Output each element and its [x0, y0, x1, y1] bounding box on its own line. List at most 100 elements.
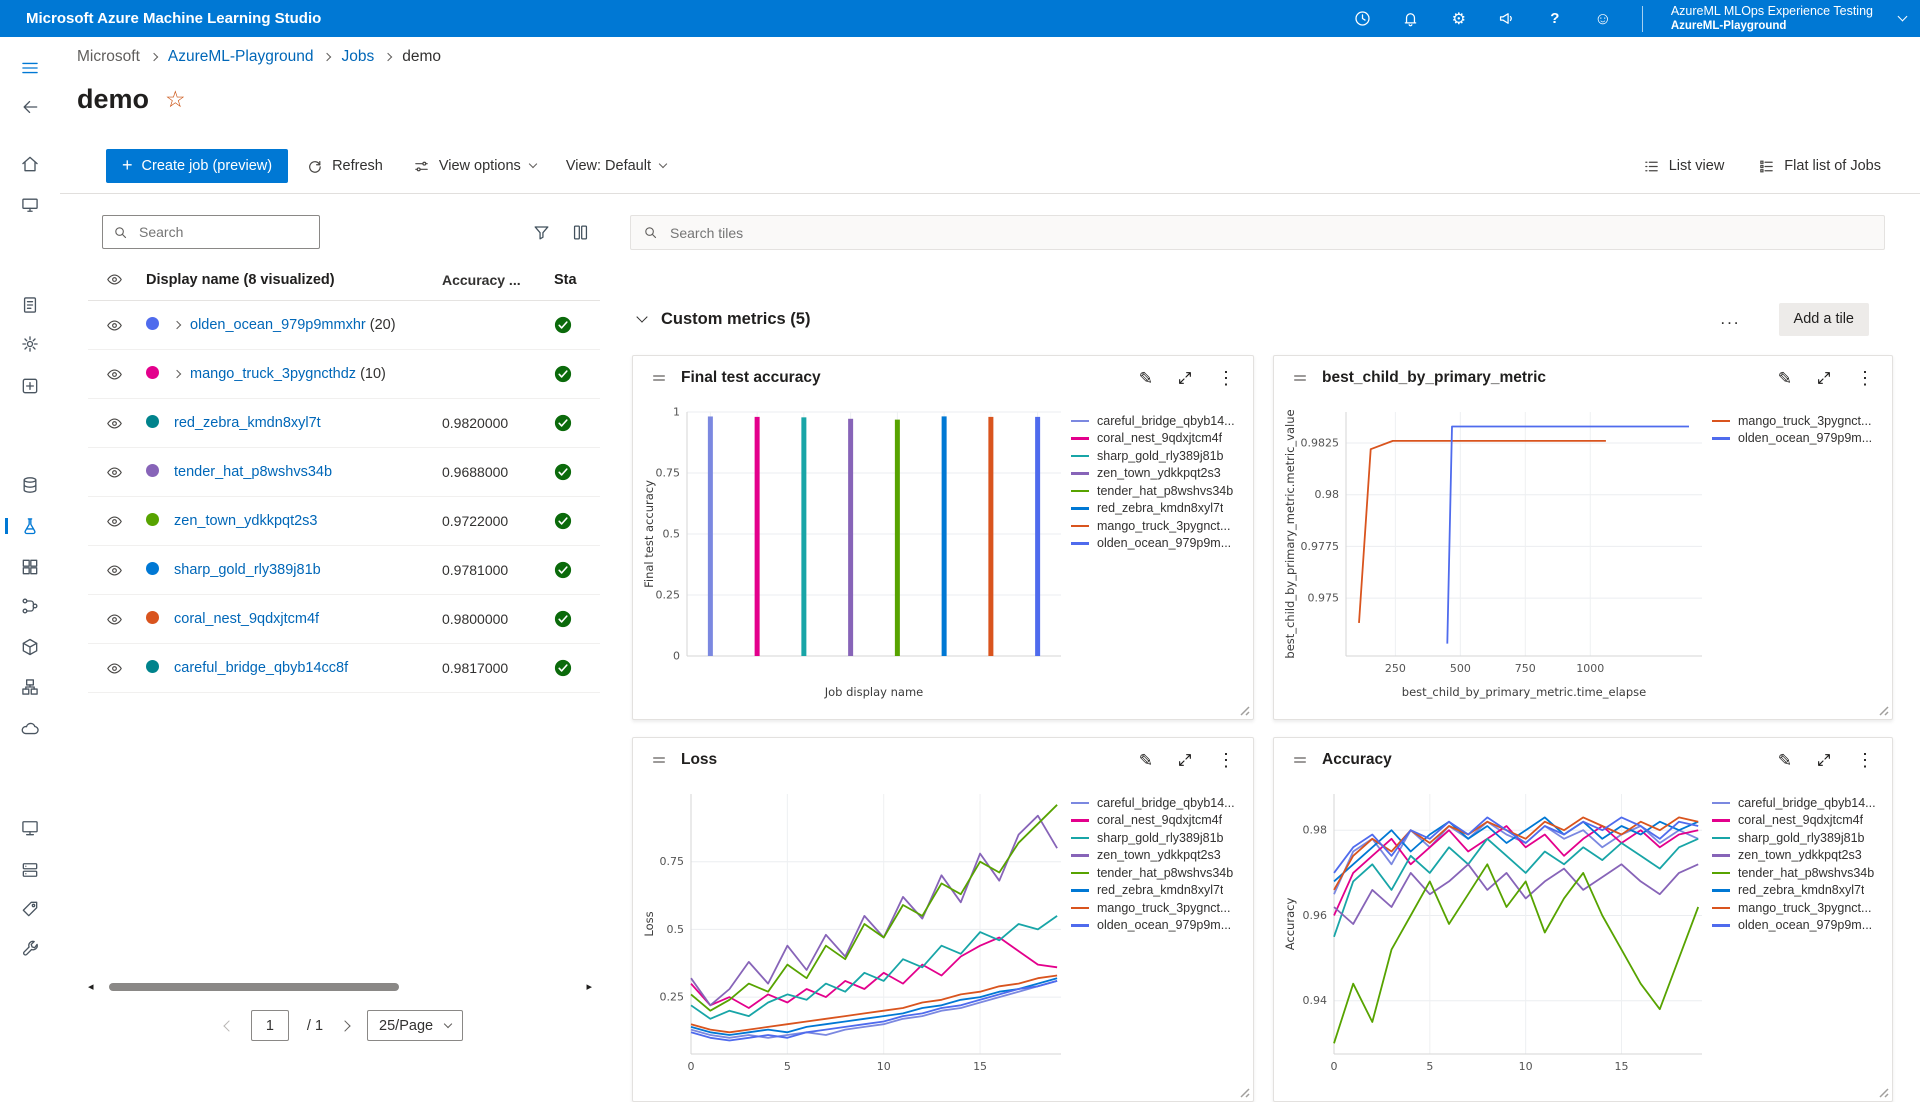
- legend-item[interactable]: olden_ocean_979p9m...: [1071, 535, 1247, 553]
- resize-handle[interactable]: [1876, 703, 1889, 716]
- expand-icon[interactable]: [1177, 370, 1193, 386]
- expand-icon[interactable]: [1816, 752, 1832, 768]
- compute-icon[interactable]: [20, 818, 40, 838]
- legend-item[interactable]: careful_bridge_qbyb14...: [1071, 412, 1247, 430]
- breadcrumb-item[interactable]: AzureML-Playground: [167, 48, 314, 65]
- visibility-toggle-icon[interactable]: [106, 513, 146, 530]
- scroll-right-arrow-icon[interactable]: ▸: [586, 980, 592, 993]
- visibility-toggle-icon[interactable]: [106, 611, 146, 628]
- job-link[interactable]: zen_town_ydkkpqt2s3: [174, 513, 318, 529]
- settings-gear-icon[interactable]: ⚙: [1451, 10, 1466, 28]
- view-options-button[interactable]: View options: [401, 149, 548, 183]
- legend-item[interactable]: coral_nest_9qdxjtcm4f: [1071, 812, 1247, 830]
- job-link[interactable]: olden_ocean_979p9mmxhr: [190, 317, 366, 333]
- legend-item[interactable]: zen_town_ydkkpqt2s3: [1071, 847, 1247, 865]
- smiley-feedback-icon[interactable]: ☺: [1594, 8, 1612, 28]
- visibility-toggle-icon[interactable]: [106, 464, 146, 481]
- legend-item[interactable]: coral_nest_9qdxjtcm4f: [1071, 430, 1247, 448]
- components-icon[interactable]: [20, 557, 40, 577]
- labeling-icon[interactable]: [20, 899, 40, 919]
- legend-item[interactable]: sharp_gold_rly389j81b: [1712, 829, 1888, 847]
- legend-item[interactable]: mango_truck_3pygnct...: [1071, 517, 1247, 535]
- environments-icon[interactable]: [20, 637, 40, 657]
- legend-item[interactable]: coral_nest_9qdxjtcm4f: [1712, 812, 1888, 830]
- legend-item[interactable]: olden_ocean_979p9m...: [1071, 917, 1247, 935]
- edit-icon[interactable]: ✎: [1777, 368, 1792, 388]
- legend-item[interactable]: olden_ocean_979p9m...: [1712, 917, 1888, 935]
- pipelines-icon[interactable]: [20, 596, 40, 616]
- more-options-button[interactable]: ...: [1714, 308, 1746, 330]
- drag-handle-icon[interactable]: [1292, 370, 1308, 386]
- favorite-star-icon[interactable]: ☆: [165, 86, 186, 112]
- drag-handle-icon[interactable]: [651, 752, 667, 768]
- legend-item[interactable]: sharp_gold_rly389j81b: [1071, 447, 1247, 465]
- resize-handle[interactable]: [1876, 1085, 1889, 1098]
- tiles-search-input[interactable]: [668, 223, 1872, 242]
- visibility-toggle-icon[interactable]: [106, 366, 146, 383]
- kebab-menu-icon[interactable]: ⋮: [1217, 368, 1235, 388]
- add-tile-button[interactable]: Add a tile: [1778, 302, 1869, 336]
- data-icon[interactable]: [20, 475, 40, 495]
- expand-row-icon[interactable]: [174, 369, 182, 379]
- endpoints-icon[interactable]: [20, 719, 40, 739]
- column-display-name[interactable]: Display name (8 visualized): [146, 271, 335, 288]
- kebab-menu-icon[interactable]: ⋮: [1856, 368, 1874, 388]
- canvas-icon[interactable]: [20, 195, 40, 215]
- list-view-button[interactable]: List view: [1631, 149, 1737, 183]
- horizontal-scrollbar[interactable]: ◂ ▸: [88, 980, 592, 994]
- legend-item[interactable]: careful_bridge_qbyb14...: [1071, 794, 1247, 812]
- scroll-left-arrow-icon[interactable]: ◂: [88, 980, 94, 993]
- visibility-toggle-icon[interactable]: [106, 415, 146, 432]
- column-options-icon[interactable]: [571, 223, 590, 242]
- menu-icon[interactable]: [20, 58, 40, 78]
- collapse-section-icon[interactable]: [636, 311, 648, 323]
- home-icon[interactable]: [20, 154, 40, 174]
- job-link[interactable]: mango_truck_3pygncthdz: [190, 366, 357, 382]
- back-icon[interactable]: [20, 97, 40, 117]
- edit-icon[interactable]: ✎: [1138, 750, 1153, 770]
- scrollbar-thumb[interactable]: [108, 983, 399, 991]
- visibility-toggle-icon[interactable]: [106, 317, 146, 334]
- legend-item[interactable]: zen_town_ydkkpqt2s3: [1712, 847, 1888, 865]
- legend-item[interactable]: tender_hat_p8wshvs34b: [1071, 482, 1247, 500]
- visibility-toggle-icon[interactable]: [106, 562, 146, 579]
- job-link[interactable]: sharp_gold_rly389j81b: [174, 562, 321, 578]
- job-link[interactable]: coral_nest_9qdxjtcm4f: [174, 611, 320, 627]
- datastores-icon[interactable]: [20, 860, 40, 880]
- visibility-toggle-icon[interactable]: [106, 660, 146, 677]
- next-page-button[interactable]: [339, 1019, 351, 1032]
- create-job-button[interactable]: + Create job (preview): [106, 149, 289, 183]
- jobs-icon[interactable]: [5, 516, 40, 536]
- expand-icon[interactable]: [1177, 752, 1193, 768]
- help-icon[interactable]: ?: [1550, 10, 1560, 27]
- edit-icon[interactable]: ✎: [1138, 368, 1153, 388]
- models-icon[interactable]: [20, 677, 40, 697]
- view-selector[interactable]: View: Default: [554, 149, 678, 183]
- feedback-megaphone-icon[interactable]: [1496, 8, 1518, 30]
- expand-icon[interactable]: [1816, 370, 1832, 386]
- settings-icon[interactable]: [20, 939, 40, 959]
- job-link[interactable]: red_zebra_kmdn8xyl7t: [174, 415, 321, 431]
- job-link[interactable]: tender_hat_p8wshvs34b: [174, 464, 333, 480]
- kebab-menu-icon[interactable]: ⋮: [1217, 750, 1235, 770]
- job-link[interactable]: careful_bridge_qbyb14cc8f: [174, 660, 349, 676]
- column-status[interactable]: Sta: [554, 271, 577, 288]
- designer-icon[interactable]: [20, 376, 40, 396]
- automl-icon[interactable]: [20, 334, 40, 354]
- resize-handle[interactable]: [1237, 1085, 1250, 1098]
- account-menu[interactable]: AzureML MLOps Experience Testing AzureML…: [1671, 3, 1873, 34]
- flat-list-button[interactable]: Flat list of Jobs: [1746, 149, 1893, 183]
- legend-item[interactable]: sharp_gold_rly389j81b: [1071, 829, 1247, 847]
- kebab-menu-icon[interactable]: ⋮: [1856, 750, 1874, 770]
- legend-item[interactable]: zen_town_ydkkpqt2s3: [1071, 465, 1247, 483]
- drag-handle-icon[interactable]: [651, 370, 667, 386]
- account-chevron-down-icon[interactable]: [1897, 11, 1908, 22]
- legend-item[interactable]: tender_hat_p8wshvs34b: [1712, 864, 1888, 882]
- notebooks-icon[interactable]: [20, 295, 40, 315]
- expand-row-icon[interactable]: [174, 320, 182, 330]
- legend-item[interactable]: mango_truck_3pygnct...: [1712, 899, 1888, 917]
- legend-item[interactable]: tender_hat_p8wshvs34b: [1071, 864, 1247, 882]
- legend-item[interactable]: red_zebra_kmdn8xyl7t: [1071, 882, 1247, 900]
- scrollbar-track[interactable]: [97, 981, 584, 993]
- legend-item[interactable]: mango_truck_3pygnct...: [1712, 412, 1888, 430]
